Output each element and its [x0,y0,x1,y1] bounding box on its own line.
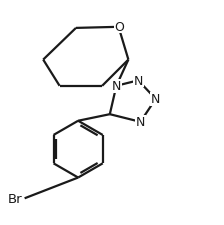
Text: O: O [114,20,124,34]
Text: N: N [134,74,143,88]
Text: Br: Br [7,192,22,205]
Text: N: N [136,116,145,129]
Text: N: N [112,80,121,93]
Text: N: N [151,93,160,106]
